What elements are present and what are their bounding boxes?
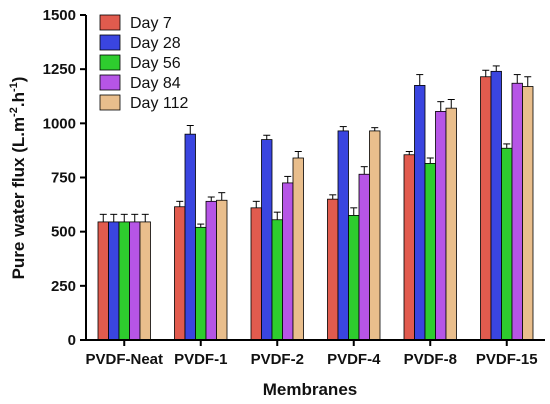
- x-tick-label: PVDF-4: [327, 351, 381, 368]
- legend-swatch: [99, 34, 121, 51]
- bar: [292, 157, 304, 341]
- error-bar: [197, 223, 205, 228]
- bar: [261, 139, 273, 341]
- legend: Day 7 Day 28 Day 56 Day 84 Day 112: [99, 14, 189, 112]
- bar: [348, 215, 360, 341]
- error-bar: [120, 213, 128, 222]
- bar: [424, 163, 436, 341]
- legend-item: Day 56: [99, 54, 181, 72]
- bar: [195, 226, 207, 341]
- bar: [435, 111, 447, 341]
- x-tick-label: PVDF-Neat: [85, 351, 163, 368]
- y-axis-title: Pure water flux (L.m-2.h-1): [8, 77, 28, 280]
- legend-label: Day 112: [130, 95, 189, 112]
- y-tick-label: 1500: [43, 7, 76, 24]
- error-bar: [437, 101, 445, 112]
- error-bar: [141, 213, 149, 222]
- error-bar: [110, 213, 118, 222]
- bar: [403, 154, 415, 341]
- error-bar: [405, 151, 413, 155]
- bar: [490, 70, 502, 341]
- bar: [184, 133, 196, 341]
- error-bar: [273, 211, 281, 220]
- legend-swatch: [99, 74, 121, 91]
- error-bar: [186, 125, 194, 135]
- bar: [205, 200, 217, 341]
- y-tick-label: 1000: [43, 115, 76, 132]
- error-bar: [482, 69, 490, 77]
- legend-swatch: [99, 54, 121, 71]
- error-bar: [513, 74, 521, 84]
- svg-text:Pure water flux (L.m-2.h-1): Pure water flux (L.m-2.h-1): [8, 77, 28, 280]
- bar: [271, 219, 283, 341]
- error-bar: [339, 126, 347, 131]
- bar: [327, 198, 339, 341]
- error-bar: [263, 134, 271, 140]
- legend-label: Day 28: [130, 35, 181, 52]
- error-bar: [252, 200, 260, 208]
- error-bar: [371, 127, 379, 131]
- bar: [129, 221, 141, 341]
- bar: [97, 221, 109, 341]
- error-bar: [131, 213, 139, 222]
- error-bar: [294, 151, 302, 158]
- y-tick-label: 750: [51, 170, 76, 187]
- error-bar: [99, 213, 107, 222]
- legend-swatch: [99, 14, 121, 31]
- y-tick-label: 250: [51, 278, 76, 295]
- bar: [511, 82, 523, 341]
- error-bar: [447, 99, 455, 109]
- error-bar: [416, 74, 424, 86]
- error-bar: [503, 143, 511, 149]
- bar: [174, 206, 186, 341]
- error-bar: [426, 157, 434, 164]
- bar: [108, 221, 120, 341]
- legend-label: Day 56: [130, 55, 181, 72]
- error-bar: [284, 175, 292, 183]
- legend-label: Day 84: [130, 75, 181, 92]
- bar: [414, 85, 426, 341]
- bar: [337, 130, 349, 341]
- bar: [282, 182, 294, 341]
- x-tick-label: PVDF-2: [251, 351, 304, 368]
- bar: [501, 147, 513, 341]
- x-tick-label: PVDF-15: [476, 351, 538, 368]
- error-bar: [176, 200, 184, 207]
- bar: [522, 86, 534, 341]
- y-tick-label: 0: [68, 332, 76, 349]
- legend-item: Day 112: [99, 94, 189, 112]
- bar: [139, 221, 151, 341]
- error-bar: [218, 192, 226, 201]
- error-bar: [492, 65, 500, 72]
- bar: [250, 207, 262, 341]
- bar: [216, 199, 228, 341]
- error-bar: [350, 207, 358, 216]
- error-bar: [207, 196, 215, 202]
- legend-swatch: [99, 94, 121, 111]
- error-bar: [360, 166, 368, 175]
- legend-item: Day 7: [99, 14, 172, 32]
- x-tick-label: PVDF-1: [174, 351, 227, 368]
- bar: [445, 107, 457, 341]
- x-tick-label: PVDF-8: [404, 351, 457, 368]
- legend-label: Day 7: [130, 15, 172, 32]
- bar: [369, 130, 381, 341]
- bar: [480, 76, 492, 341]
- error-bar: [329, 194, 337, 200]
- error-bar: [524, 76, 532, 87]
- x-axis-title: Membranes: [263, 380, 357, 399]
- bar: [118, 221, 130, 341]
- legend-item: Day 84: [99, 74, 181, 92]
- y-tick-label: 500: [51, 224, 76, 241]
- bar: [358, 173, 370, 341]
- legend-item: Day 28: [99, 34, 181, 52]
- y-tick-label: 1250: [43, 61, 76, 78]
